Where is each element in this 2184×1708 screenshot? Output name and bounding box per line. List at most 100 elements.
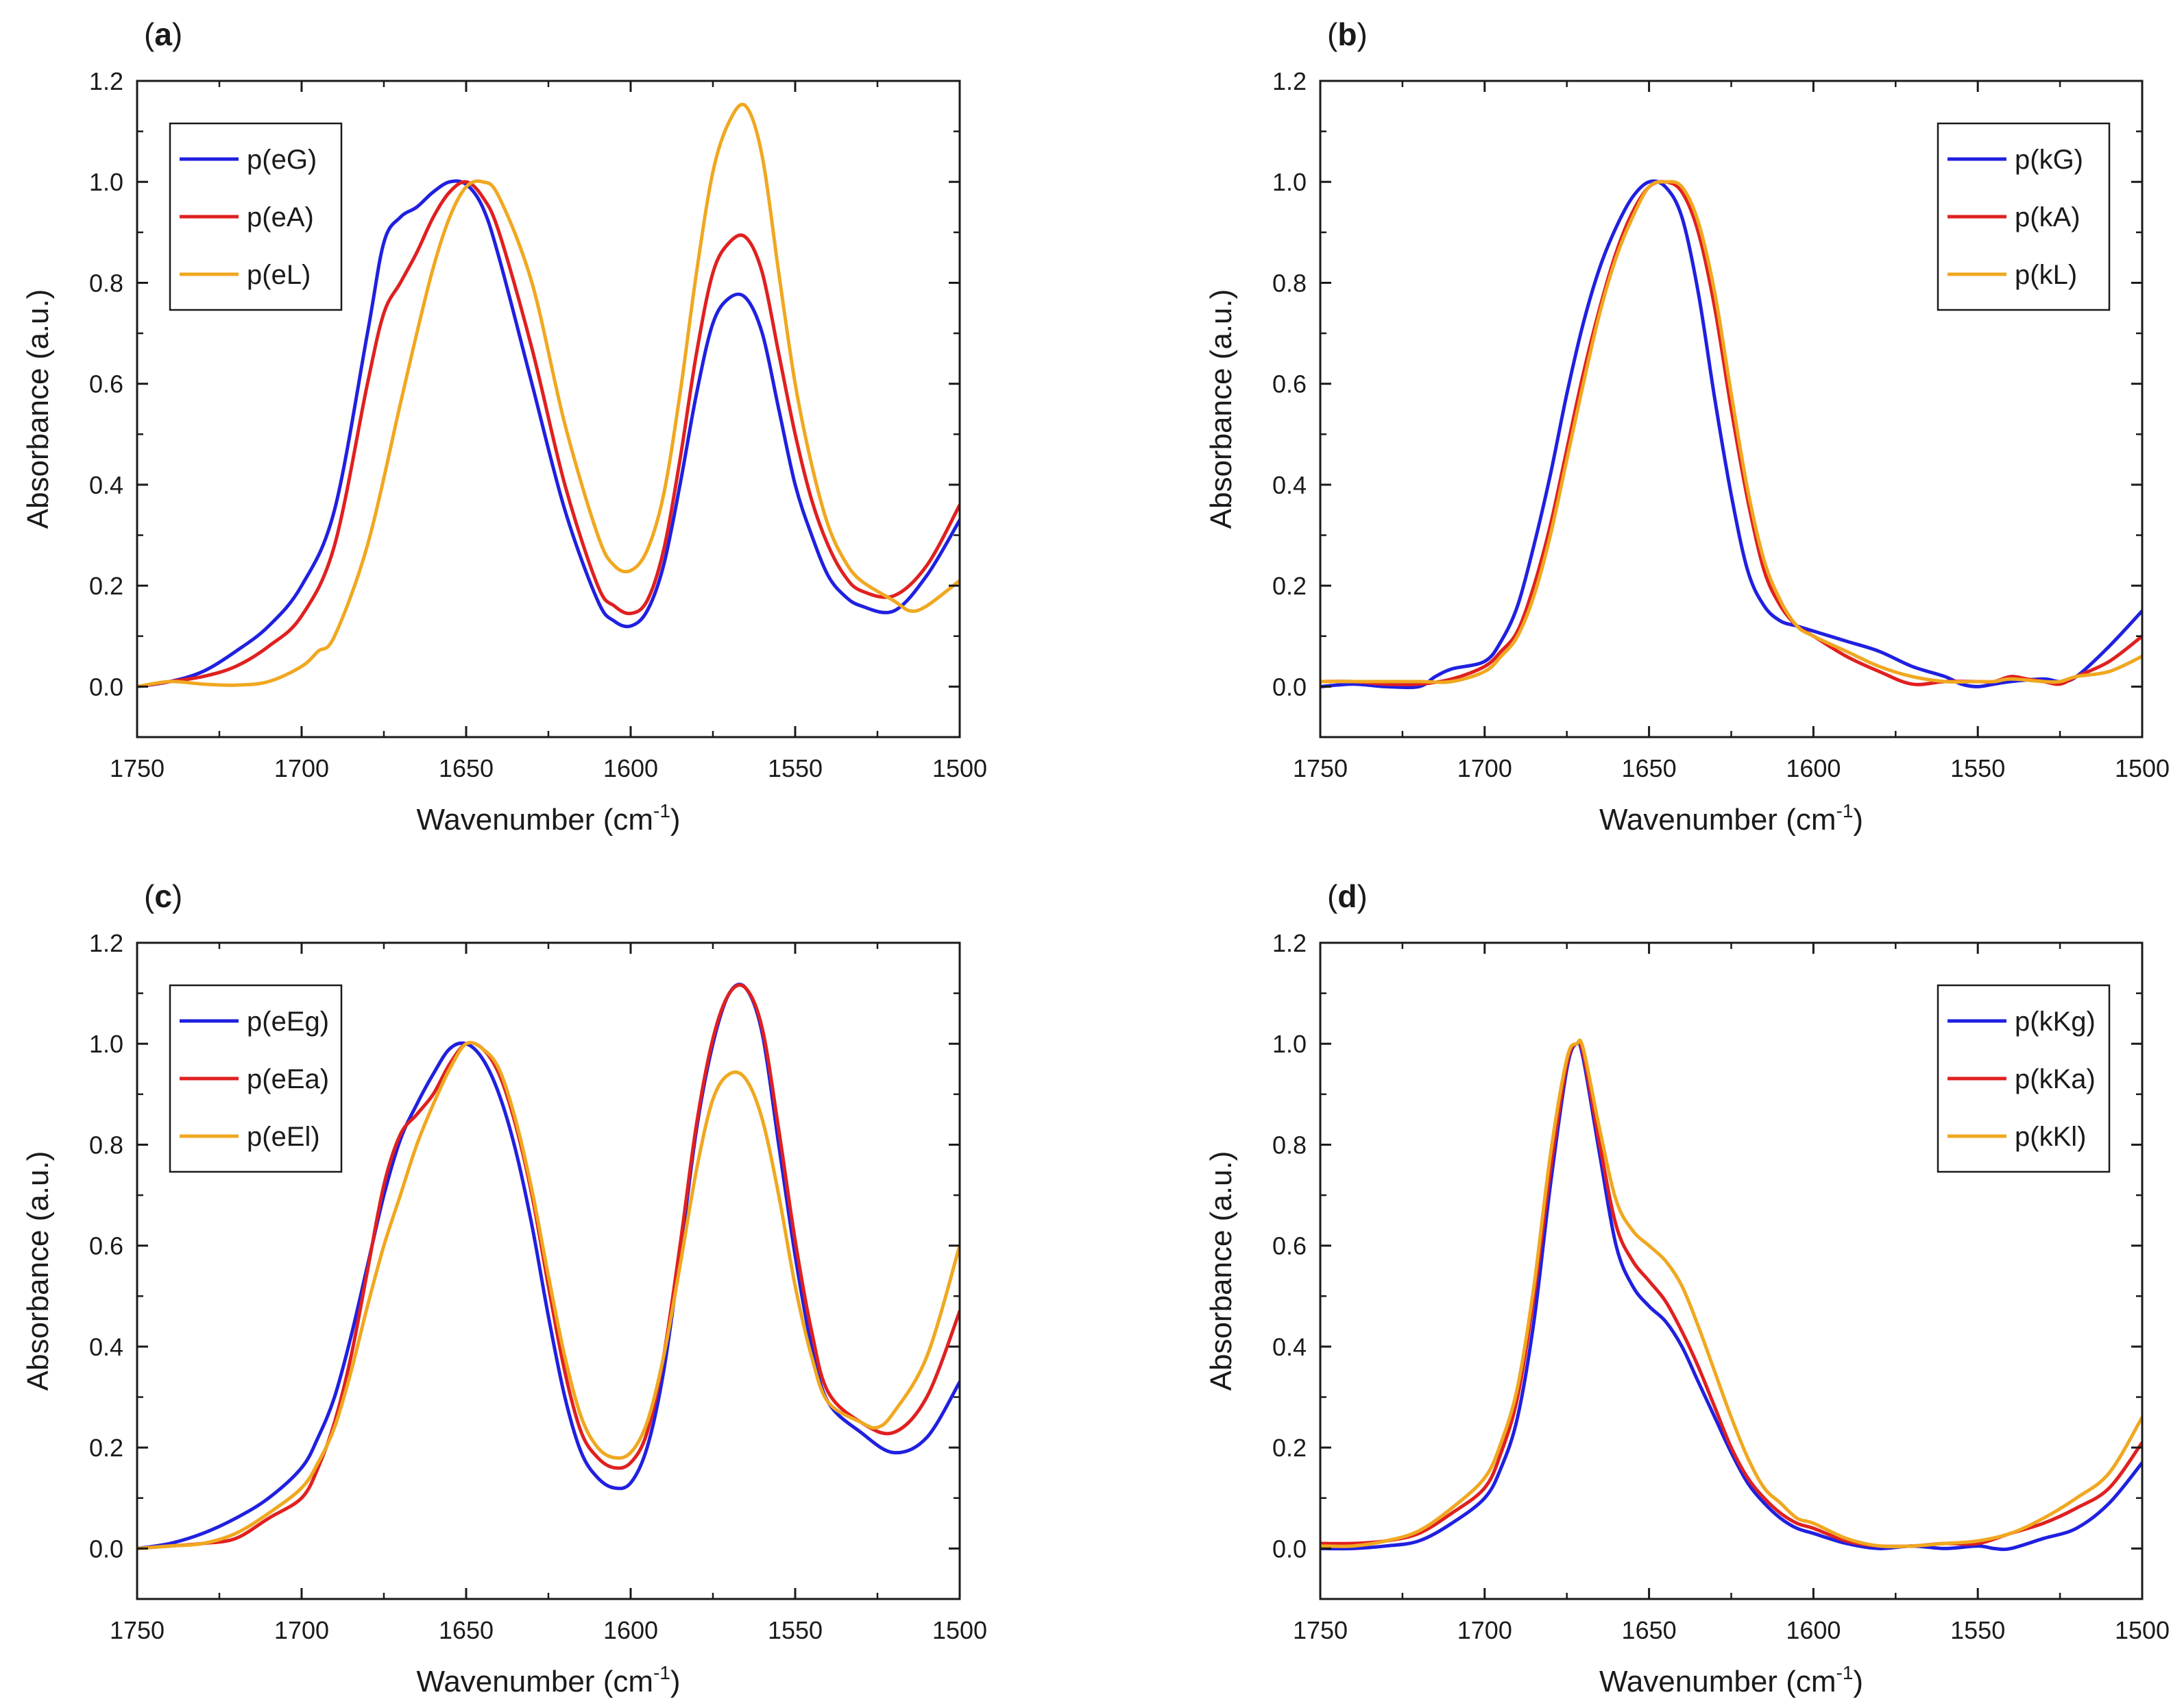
panel-letter: a (154, 16, 172, 52)
x-tick-label: 1600 (1786, 1616, 1841, 1644)
panel-label-close: ) (172, 878, 182, 914)
series-line-p(kKl) (1320, 1038, 2142, 1549)
x-axis-title-close: ) (1853, 803, 1863, 837)
y-tick-label: 1.0 (89, 168, 123, 196)
x-tick-label: 1650 (439, 1616, 494, 1644)
legend-label: p(eG) (247, 145, 317, 175)
x-tick-label: 1550 (768, 754, 823, 782)
legend-label: p(eEa) (247, 1064, 329, 1094)
y-tick-label: 0.2 (89, 572, 123, 600)
y-tick-label: 1.2 (1272, 929, 1307, 957)
series-line-p(eEl) (137, 1040, 960, 1550)
x-axis-title-superscript: -1 (1836, 1662, 1854, 1683)
x-tick-label: 1650 (1622, 1616, 1677, 1644)
x-tick-label: 1750 (1293, 754, 1348, 782)
x-axis-title-superscript: -1 (653, 800, 670, 821)
legend: p(kKg) p(kKa) p(kKl) (1937, 984, 2111, 1173)
y-tick-label: 0.0 (89, 1535, 123, 1563)
y-tick-label: 0.2 (1272, 1434, 1307, 1462)
y-axis-title: Absorbance (a.u.) (21, 289, 55, 529)
y-tick-label: 1.0 (89, 1030, 123, 1058)
x-axis-title-close: ) (670, 803, 681, 837)
y-tick-label: 0.4 (89, 471, 123, 499)
y-axis-title: Absorbance (a.u.) (21, 1151, 55, 1391)
x-tick-label: 1600 (1786, 754, 1841, 782)
x-axis-title-close: ) (1853, 1665, 1863, 1698)
panel-d: (d) 1750 1700 1650 1600 1550 1500 0.0 0.2 0.4 0.6 0… (1204, 878, 2170, 1698)
y-tick-label: 0.2 (89, 1434, 123, 1462)
y-tick-label: 0.2 (1272, 572, 1307, 600)
y-tick-label: 0.8 (89, 269, 123, 297)
panel-label-close: ) (1357, 878, 1367, 914)
x-tick-label: 1600 (603, 1616, 658, 1644)
panel-b: (b) 1750 1700 1650 1600 1550 1500 0.0 0.2 0.4 0.6 0… (1204, 16, 2170, 837)
panel-label: (b) (1327, 16, 1368, 52)
y-tick-label: 0.4 (1272, 471, 1307, 499)
x-axis-title: Wavenumber (cm-1) (1599, 1662, 1863, 1698)
x-tick-label: 1750 (110, 754, 165, 782)
x-axis-title: Wavenumber (cm-1) (416, 800, 680, 837)
panel-label: (c) (144, 878, 182, 914)
panel-letter: d (1337, 878, 1357, 914)
legend-label: p(kKg) (2015, 1007, 2096, 1037)
panel-a: (a) 1750 1700 1650 1600 1550 1500 0.0 0.2 0.4 0.6 0… (21, 16, 987, 837)
legend-label: p(kKl) (2015, 1122, 2086, 1152)
y-tick-label: 1.2 (89, 929, 123, 957)
y-tick-label: 0.6 (1272, 1232, 1307, 1260)
panel-letter: c (154, 878, 172, 914)
y-tick-label: 0.0 (89, 673, 123, 701)
x-tick-label: 1650 (439, 754, 494, 782)
legend-label: p(eEg) (247, 1007, 329, 1037)
series-line-p(eEg) (137, 983, 960, 1550)
legend: p(eG) p(eA) p(eL) (169, 122, 343, 311)
legend-label: p(kKa) (2015, 1064, 2096, 1094)
x-tick-label: 1550 (768, 1616, 823, 1644)
y-tick-label: 1.0 (1272, 168, 1307, 196)
legend-box (1937, 122, 2111, 311)
panel-label: (a) (144, 16, 182, 52)
legend-label: p(eEl) (247, 1122, 320, 1152)
y-tick-label: 0.6 (89, 370, 123, 398)
panel-label-close: ) (1357, 16, 1367, 52)
x-axis-title: Wavenumber (cm-1) (416, 1662, 680, 1698)
legend-label: p(kL) (2015, 260, 2077, 290)
legend-label: p(eA) (247, 202, 314, 232)
y-tick-label: 1.0 (1272, 1030, 1307, 1058)
legend-label: p(eL) (247, 260, 311, 290)
x-tick-label: 1550 (1950, 754, 2005, 782)
series-line-p(eA) (137, 180, 960, 688)
y-tick-label: 1.2 (1272, 67, 1307, 95)
x-axis-title: Wavenumber (cm-1) (1599, 800, 1863, 837)
series-line-p(kKg) (1320, 1041, 2142, 1552)
y-tick-label: 0.0 (1272, 673, 1307, 701)
y-tick-label: 0.8 (1272, 1131, 1307, 1159)
x-tick-label: 1700 (274, 1616, 329, 1644)
legend-label: p(kG) (2015, 145, 2083, 175)
x-tick-label: 1700 (1457, 1616, 1512, 1644)
x-tick-label: 1750 (110, 1616, 165, 1644)
y-tick-label: 0.4 (1272, 1333, 1307, 1361)
x-tick-label: 1700 (1457, 754, 1512, 782)
panel-label: (d) (1327, 878, 1368, 914)
x-tick-label: 1700 (274, 754, 329, 782)
panel-label-close: ) (172, 16, 182, 52)
series-line-p(kG) (1320, 179, 2142, 690)
series-line-p(kL) (1320, 180, 2142, 684)
y-tick-label: 0.6 (89, 1232, 123, 1260)
y-tick-label: 0.4 (89, 1333, 123, 1361)
x-tick-label: 1500 (2115, 754, 2170, 782)
y-tick-label: 0.8 (1272, 269, 1307, 297)
x-tick-label: 1500 (932, 1616, 987, 1644)
x-axis-title-superscript: -1 (1836, 800, 1854, 821)
panel-c: (c) 1750 1700 1650 1600 1550 1500 0.0 0.2 0.4 0.6 0… (21, 878, 987, 1698)
y-axis-title: Absorbance (a.u.) (1204, 289, 1238, 529)
y-tick-label: 0.8 (89, 1131, 123, 1159)
x-tick-label: 1500 (932, 754, 987, 782)
y-axis-title: Absorbance (a.u.) (1204, 1151, 1238, 1391)
legend: p(kG) p(kA) p(kL) (1937, 122, 2111, 311)
y-tick-label: 0.6 (1272, 370, 1307, 398)
series-line-p(eG) (137, 179, 960, 688)
x-tick-label: 1550 (1950, 1616, 2005, 1644)
legend: p(eEg) p(eEa) p(eEl) (169, 984, 343, 1173)
